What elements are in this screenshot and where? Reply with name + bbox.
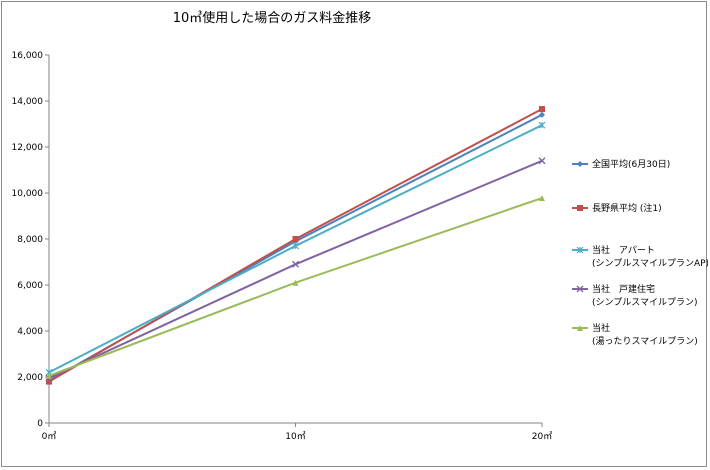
legend-label: 全国平均(6月30日) — [592, 158, 670, 170]
y-tick-label: 0 — [37, 419, 43, 429]
data-point — [539, 195, 545, 202]
y-tick-label: 12,000 — [12, 143, 44, 153]
data-point — [46, 378, 52, 385]
y-tick-label: 10,000 — [12, 189, 44, 199]
data-point — [577, 161, 583, 167]
x-tick-label: 10㎥ — [285, 431, 305, 442]
legend-label: 長野県平均 (注1) — [592, 202, 662, 214]
y-tick-label: 2,000 — [17, 373, 43, 383]
legend-label: (シンプルスマイルプラン) — [592, 297, 697, 308]
legend-item: 当社 戸建住宅 (シンプルスマイルプラン) — [572, 283, 697, 308]
legend-item: 当社 アパート (シンプルスマイルプランAP) — [572, 244, 708, 269]
legend-item: 当社 (湯ったりスマイルプラン) — [572, 322, 698, 347]
legend-item: 長野県平均 (注1) — [572, 202, 662, 214]
data-point — [292, 279, 299, 286]
data-point — [292, 236, 299, 242]
data-point — [292, 242, 299, 250]
series-3 — [45, 121, 546, 376]
data-point — [577, 325, 583, 331]
y-tick-label: 6,000 — [17, 281, 43, 291]
data-point — [46, 372, 52, 379]
axes: 0 2,000 4,000 6,000 8,000 10,000 12,000 14,000 1… — [12, 51, 553, 442]
y-tick-label: 8,000 — [17, 235, 43, 245]
chart-title: 10㎥使用した場合のガス料金推移 — [173, 10, 372, 26]
x-tick-label: 20㎥ — [532, 431, 552, 442]
series-5 — [46, 195, 545, 379]
legend-label: 当社 — [592, 322, 610, 334]
legend: 全国平均(6月30日) 長野県平均 (注1) 当社 アパート (シンプルスマイルプラン… — [572, 158, 708, 347]
data-point — [539, 106, 545, 113]
data-point — [576, 246, 584, 254]
legend-item: 全国平均(6月30日) — [572, 158, 670, 170]
data-point — [292, 260, 299, 268]
series-layer — [45, 106, 546, 385]
x-tick-label: 0㎥ — [42, 431, 57, 442]
legend-label: 当社 戸建住宅 — [592, 283, 655, 295]
y-tick-label: 4,000 — [17, 327, 43, 337]
legend-label: (湯ったりスマイルプラン) — [592, 336, 698, 347]
legend-label: 当社 アパート — [592, 244, 655, 256]
legend-label: (シンプルスマイルプランAP) — [592, 258, 708, 269]
series-2 — [46, 106, 545, 385]
data-point — [538, 121, 546, 129]
data-point — [538, 157, 546, 165]
series-line — [48, 159, 543, 380]
data-point — [577, 205, 583, 211]
data-point — [539, 111, 545, 118]
y-tick-label: 14,000 — [12, 97, 44, 107]
series-line — [48, 197, 543, 377]
y-tick-label: 16,000 — [12, 51, 44, 61]
data-point — [576, 285, 584, 293]
